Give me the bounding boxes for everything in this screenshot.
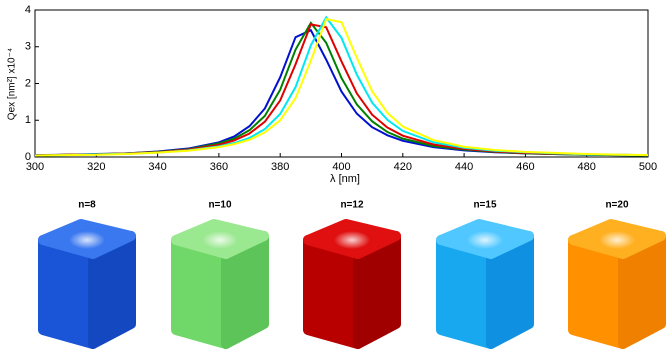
shape-label: n=20: [605, 200, 629, 211]
y-axis-label: Qex [nm²] x10⁻⁴: [7, 48, 18, 120]
plot-frame: [35, 10, 648, 157]
y-tick-label: 2: [25, 77, 31, 89]
x-tick-label: 420: [394, 161, 412, 173]
box-highlight: [69, 231, 105, 249]
x-tick-label: 400: [332, 161, 350, 173]
shape-label: n=8: [78, 200, 96, 211]
y-tick-label: 4: [25, 4, 31, 16]
box-highlight: [467, 231, 503, 249]
box-highlight: [599, 231, 635, 249]
box-highlight: [334, 231, 370, 249]
x-tick-label: 320: [87, 161, 105, 173]
x-tick-label: 360: [210, 161, 228, 173]
x-tick-label: 500: [639, 161, 657, 173]
y-tick-label: 0: [25, 151, 31, 163]
box-highlight: [202, 231, 238, 249]
shape-label: n=12: [340, 200, 364, 211]
shape-label: n=10: [208, 200, 232, 211]
shape-label: n=15: [473, 200, 497, 211]
x-tick-label: 460: [516, 161, 534, 173]
particle-shapes: n=8 n=10 n=12 n=15 n=20: [43, 200, 661, 344]
x-tick-label: 380: [271, 161, 289, 173]
x-axis-label: λ [nm]: [330, 173, 360, 185]
figure: Qex [nm²] x10⁻⁴ λ [nm] n=8n=10n=12n=15n=…: [0, 0, 667, 353]
x-tick-label: 480: [578, 161, 596, 173]
y-tick-label: 3: [25, 41, 31, 53]
x-tick-label: 340: [148, 161, 166, 173]
x-tick-label: 440: [455, 161, 473, 173]
y-tick-label: 1: [25, 114, 31, 126]
